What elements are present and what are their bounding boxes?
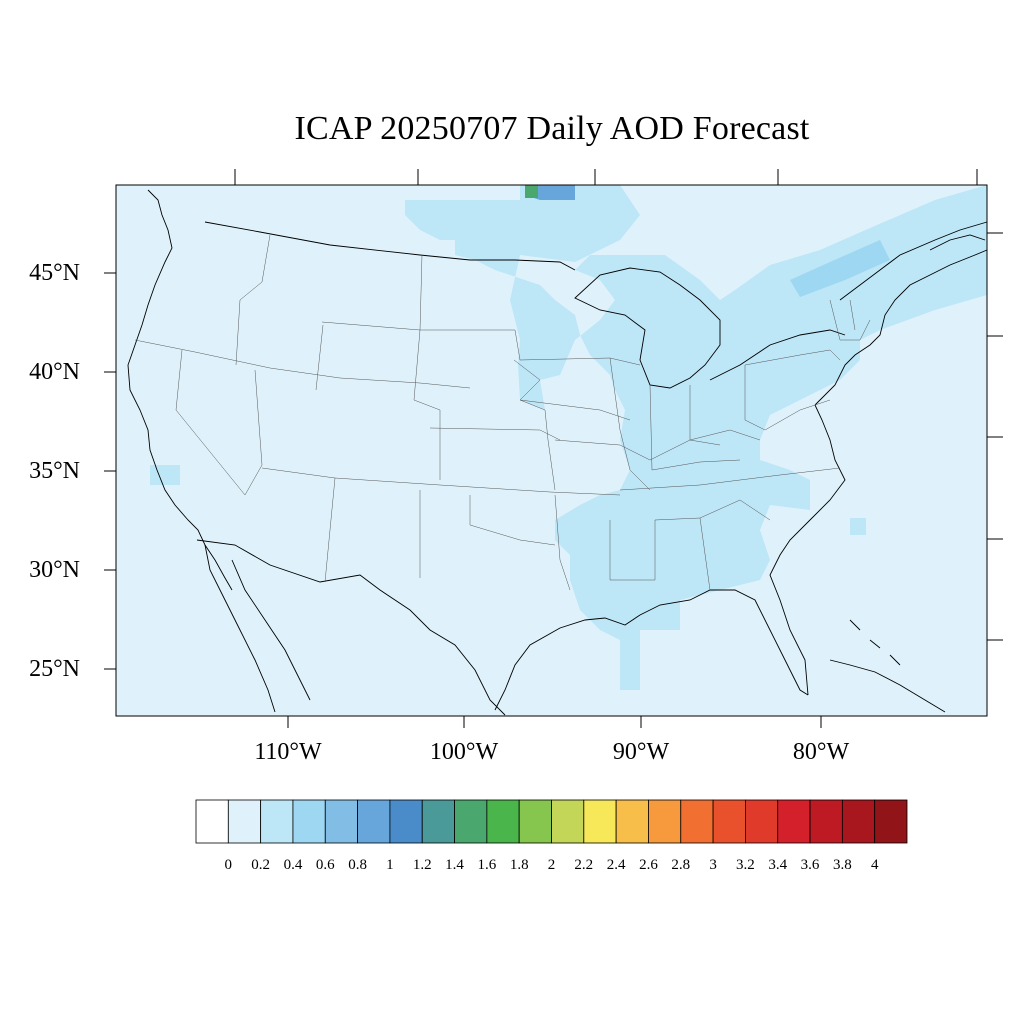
colorbar-swatch-2	[260, 799, 294, 844]
lat-label-35: 35°N	[29, 458, 80, 484]
colorbar-label: 3	[709, 857, 717, 873]
colorbar-label: 1.2	[412, 857, 432, 873]
baja-peninsula	[204, 544, 276, 713]
canada-east-border	[839, 221, 988, 301]
us-west-coast	[127, 189, 233, 591]
aod-patch-offshore	[850, 518, 866, 535]
colorbar-label: 0.8	[348, 857, 367, 873]
colorbar-label: 3.4	[768, 857, 788, 873]
colorbar-label: 1.8	[509, 857, 529, 873]
lon-label-110w: 110°W	[254, 739, 322, 765]
colorbar-swatch-13	[615, 799, 649, 844]
lon-label-100w: 100°W	[429, 739, 499, 765]
colorbar-label: 2	[547, 857, 556, 873]
colorbar-label: 0.6	[315, 857, 335, 873]
colorbar-label: 2.6	[639, 857, 658, 873]
lon-label-90w: 90°W	[612, 739, 670, 765]
aod-colorbar	[195, 799, 908, 844]
colorbar-swatch-6	[389, 799, 423, 844]
aod-patch-northwest	[405, 200, 455, 240]
colorbar-swatch-15	[680, 799, 714, 844]
lat-label-25: 25°N	[29, 656, 80, 682]
aod-patch-northeast-band	[790, 240, 890, 297]
map-frame	[115, 184, 988, 717]
colorbar-label: 3.6	[800, 857, 820, 873]
colorbar-label: 4	[870, 857, 879, 873]
colorbar-label: 1.6	[477, 857, 497, 873]
aod-patch-midwest	[455, 185, 987, 690]
lon-label-80w: 80°W	[792, 739, 850, 765]
gulf-coast	[494, 589, 809, 711]
colorbar-swatch-17	[745, 799, 779, 844]
colorbar-swatch-8	[454, 799, 488, 844]
colorbar-swatch-3	[292, 799, 326, 844]
colorbar-swatch-12	[583, 799, 617, 844]
colorbar-label: 1.4	[445, 857, 464, 873]
map-title: ICAP 20250707 Daily AOD Forecast	[294, 110, 810, 147]
colorbar-swatch-1	[227, 799, 262, 844]
colorbar-swatch-4	[324, 799, 358, 844]
lat-label-40: 40°N	[29, 359, 80, 385]
colorbar-label: 2.8	[671, 857, 691, 873]
aod-patch-canada-green	[525, 185, 538, 198]
colorbar-swatch-20	[841, 799, 876, 844]
colorbar-swatch-10	[518, 799, 552, 844]
florida-east-coast	[769, 404, 846, 696]
colorbar-label: 0.2	[251, 857, 270, 873]
mexico-border	[196, 539, 506, 716]
colorbar-label: 3.2	[736, 857, 755, 873]
colorbar-label: 2.2	[574, 857, 594, 873]
lake-erie-ontario	[709, 329, 846, 381]
colorbar-label: 0	[224, 857, 233, 873]
canada-border	[204, 221, 576, 271]
cuba-outline	[829, 659, 946, 713]
colorbar-swatch-7	[421, 799, 455, 844]
colorbar-swatch-5	[357, 799, 391, 844]
colorbar-swatch-18	[777, 799, 811, 844]
colorbar-swatch-16	[712, 799, 746, 844]
colorbar-swatch-0	[195, 799, 229, 844]
great-lakes-outline	[574, 267, 721, 389]
aod-overlay	[150, 185, 987, 690]
colorbar-swatch-19	[809, 799, 843, 844]
state-borders	[134, 234, 871, 591]
aod-patch-nevada	[150, 465, 180, 485]
lat-label-45: 45°N	[29, 260, 80, 286]
nova-scotia	[929, 234, 986, 251]
colorbar-label: 1	[386, 857, 394, 873]
colorbar-swatch-9	[486, 799, 520, 844]
colorbar-label: 0.4	[283, 857, 303, 873]
colorbar-label: 3.8	[833, 857, 852, 873]
atlantic-coast-north	[814, 249, 988, 406]
axis-ticks	[104, 169, 1003, 728]
colorbar-label: 2.4	[606, 857, 626, 873]
coastline-and-state-borders	[127, 189, 988, 716]
lat-label-30: 30°N	[29, 557, 80, 583]
bahamas	[849, 619, 901, 666]
colorbar-swatch-11	[551, 799, 585, 844]
colorbar-swatch-21	[874, 799, 908, 844]
gulf-of-california-east	[231, 559, 311, 701]
colorbar-swatch-14	[648, 799, 682, 844]
